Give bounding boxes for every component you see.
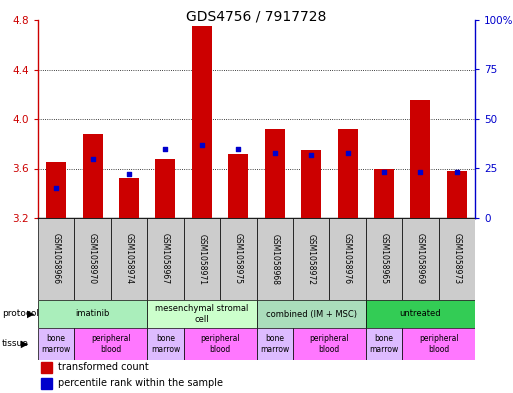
Bar bbox=[147, 218, 184, 300]
Bar bbox=[184, 328, 256, 360]
Point bbox=[88, 156, 96, 162]
Bar bbox=[41, 378, 52, 389]
Text: mesenchymal stromal
cell: mesenchymal stromal cell bbox=[155, 304, 249, 324]
Text: GDS4756 / 7917728: GDS4756 / 7917728 bbox=[186, 10, 327, 24]
Bar bbox=[293, 218, 329, 300]
Bar bbox=[147, 300, 256, 328]
Text: GSM1058965: GSM1058965 bbox=[380, 233, 388, 285]
Bar bbox=[293, 328, 366, 360]
Text: transformed count: transformed count bbox=[58, 362, 149, 373]
Bar bbox=[228, 154, 248, 218]
Text: GSM1058972: GSM1058972 bbox=[307, 233, 315, 285]
Point bbox=[270, 149, 279, 156]
Bar bbox=[366, 300, 475, 328]
Bar bbox=[119, 178, 139, 218]
Text: imatinib: imatinib bbox=[75, 310, 110, 318]
Text: GSM1058973: GSM1058973 bbox=[452, 233, 461, 285]
Text: GSM1058975: GSM1058975 bbox=[234, 233, 243, 285]
Bar bbox=[83, 134, 103, 218]
Bar bbox=[256, 218, 293, 300]
Bar bbox=[192, 26, 212, 218]
Text: percentile rank within the sample: percentile rank within the sample bbox=[58, 378, 223, 388]
Text: bone
marrow: bone marrow bbox=[42, 334, 71, 354]
Bar bbox=[147, 328, 184, 360]
Bar bbox=[366, 218, 402, 300]
Point bbox=[343, 149, 351, 156]
Bar bbox=[329, 218, 366, 300]
Point bbox=[234, 145, 242, 152]
Text: GSM1058968: GSM1058968 bbox=[270, 233, 279, 285]
Text: bone
marrow: bone marrow bbox=[369, 334, 399, 354]
Bar bbox=[46, 162, 66, 218]
Text: tissue: tissue bbox=[2, 340, 29, 349]
Bar bbox=[184, 218, 220, 300]
Bar bbox=[74, 328, 147, 360]
Bar bbox=[111, 218, 147, 300]
Point bbox=[452, 169, 461, 176]
Text: GSM1058970: GSM1058970 bbox=[88, 233, 97, 285]
Point bbox=[380, 169, 388, 176]
Text: untreated: untreated bbox=[400, 310, 441, 318]
Bar bbox=[256, 328, 293, 360]
Point bbox=[198, 141, 206, 148]
Text: peripheral
blood: peripheral blood bbox=[309, 334, 349, 354]
Text: GSM1058967: GSM1058967 bbox=[161, 233, 170, 285]
Text: ▶: ▶ bbox=[2, 309, 34, 319]
Text: GSM1058976: GSM1058976 bbox=[343, 233, 352, 285]
Text: protocol: protocol bbox=[2, 310, 39, 318]
Text: peripheral
blood: peripheral blood bbox=[419, 334, 459, 354]
Bar bbox=[301, 150, 321, 218]
Bar bbox=[374, 169, 394, 218]
Text: GSM1058971: GSM1058971 bbox=[198, 233, 206, 285]
Bar bbox=[220, 218, 256, 300]
Bar bbox=[410, 101, 430, 218]
Bar bbox=[41, 362, 52, 373]
Point bbox=[125, 171, 133, 178]
Point bbox=[161, 145, 169, 152]
Text: GSM1058974: GSM1058974 bbox=[125, 233, 133, 285]
Bar bbox=[38, 218, 74, 300]
Bar bbox=[265, 129, 285, 218]
Text: ▶: ▶ bbox=[2, 339, 28, 349]
Bar bbox=[366, 328, 402, 360]
Text: GSM1058969: GSM1058969 bbox=[416, 233, 425, 285]
Point bbox=[52, 185, 60, 191]
Bar bbox=[439, 218, 475, 300]
Bar bbox=[447, 171, 467, 218]
Text: peripheral
blood: peripheral blood bbox=[91, 334, 131, 354]
Bar bbox=[256, 300, 366, 328]
Bar bbox=[38, 300, 147, 328]
Bar bbox=[338, 129, 358, 218]
Text: bone
marrow: bone marrow bbox=[260, 334, 289, 354]
Text: bone
marrow: bone marrow bbox=[151, 334, 180, 354]
Bar bbox=[155, 159, 175, 218]
Point bbox=[416, 169, 424, 176]
Bar bbox=[402, 218, 439, 300]
Text: GSM1058966: GSM1058966 bbox=[52, 233, 61, 285]
Point bbox=[307, 151, 315, 158]
Bar bbox=[38, 328, 74, 360]
Text: combined (IM + MSC): combined (IM + MSC) bbox=[266, 310, 357, 318]
Bar bbox=[74, 218, 111, 300]
Text: peripheral
blood: peripheral blood bbox=[200, 334, 240, 354]
Bar bbox=[402, 328, 475, 360]
